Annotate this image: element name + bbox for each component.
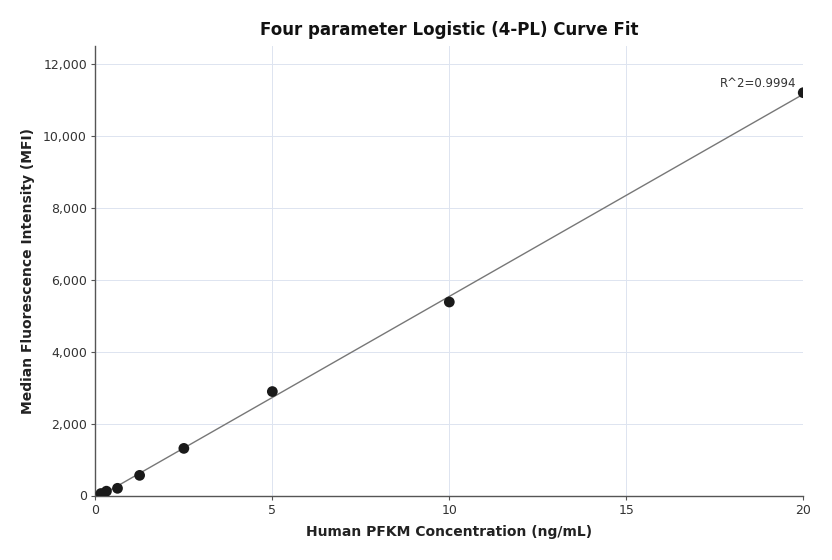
Title: Four parameter Logistic (4-PL) Curve Fit: Four parameter Logistic (4-PL) Curve Fit bbox=[260, 21, 638, 39]
Point bbox=[94, 489, 107, 498]
Text: R^2=0.9994: R^2=0.9994 bbox=[720, 77, 796, 90]
X-axis label: Human PFKM Concentration (ng/mL): Human PFKM Concentration (ng/mL) bbox=[306, 525, 592, 539]
Point bbox=[133, 471, 146, 480]
Point bbox=[265, 387, 279, 396]
Point bbox=[100, 487, 113, 496]
Point bbox=[796, 88, 810, 97]
Y-axis label: Median Fluorescence Intensity (MFI): Median Fluorescence Intensity (MFI) bbox=[21, 128, 35, 414]
Point bbox=[111, 484, 124, 493]
Point bbox=[177, 444, 191, 453]
Point bbox=[443, 297, 456, 306]
